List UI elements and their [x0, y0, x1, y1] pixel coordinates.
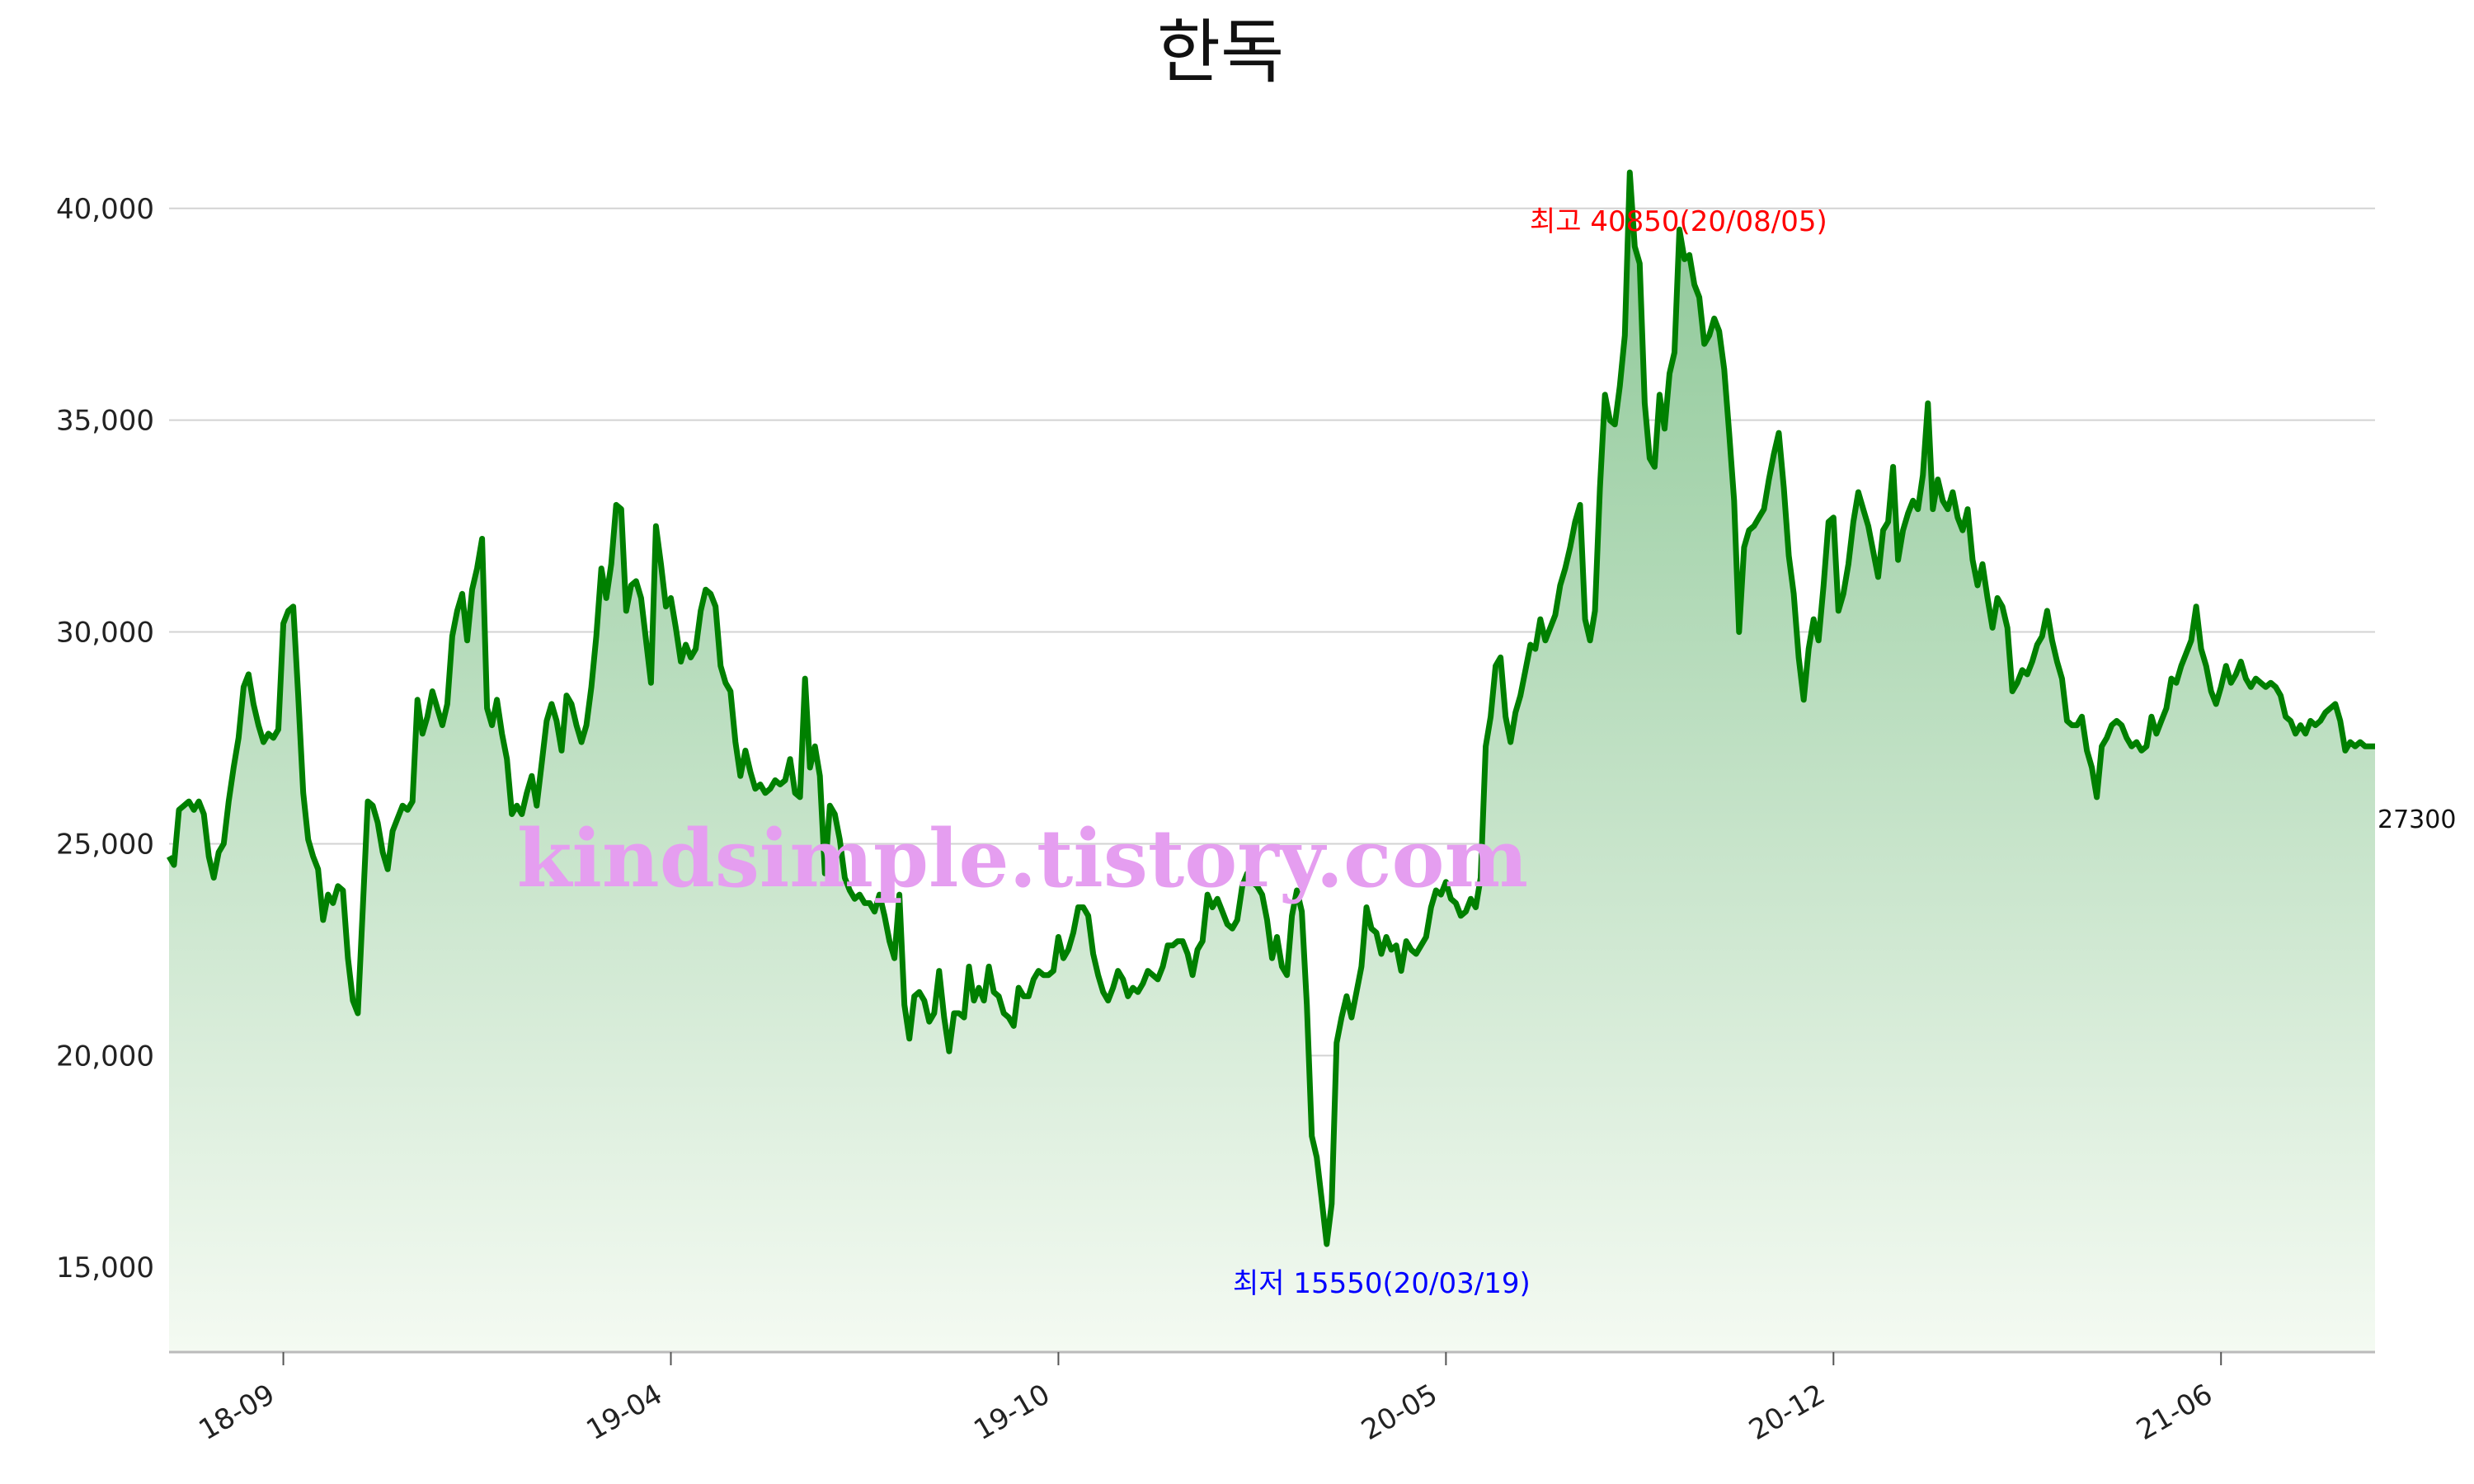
x-tick-label: 20-05 — [1356, 1378, 1443, 1447]
y-tick-label: 15,000 — [56, 1252, 154, 1284]
last-value-label: 27300 — [2378, 805, 2456, 834]
y-tick-label: 25,000 — [56, 828, 154, 861]
price-line — [166, 169, 2375, 1247]
price-area — [169, 172, 2375, 1353]
min-annotation: 최저 15550(20/03/19) — [1233, 1267, 1531, 1300]
y-tick-label: 20,000 — [56, 1040, 154, 1073]
x-tick-label: 20-12 — [1743, 1378, 1831, 1447]
x-tick-label: 18-09 — [194, 1378, 281, 1447]
x-tick-label: 19-04 — [581, 1378, 668, 1447]
area-layer — [166, 169, 2375, 1353]
x-tick-label: 19-10 — [968, 1378, 1056, 1447]
chart-title: 한독 — [1157, 12, 1285, 92]
watermark: kindsimple.tistory.com — [517, 812, 1528, 905]
y-tick-label: 30,000 — [56, 617, 154, 650]
max-annotation: 최고 40850(20/08/05) — [1530, 205, 1827, 238]
x-tick-label: 21-06 — [2131, 1378, 2218, 1447]
y-tick-label: 35,000 — [56, 405, 154, 438]
y-tick-label: 40,000 — [56, 193, 154, 226]
